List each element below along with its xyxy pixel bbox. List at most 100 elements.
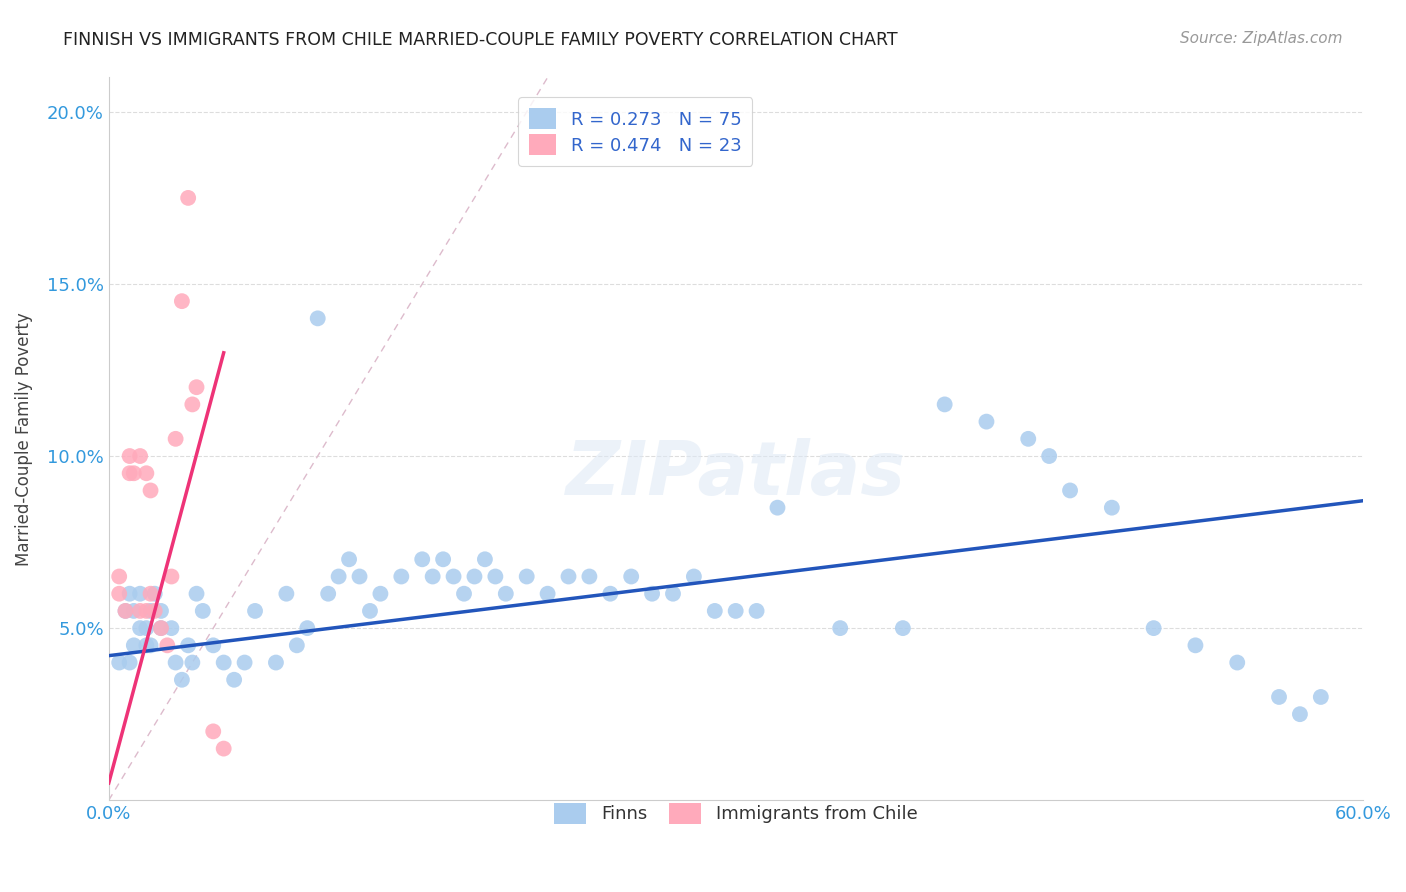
Point xyxy=(422,569,444,583)
Point xyxy=(976,415,998,429)
Point xyxy=(276,587,298,601)
Point xyxy=(186,380,208,394)
Point xyxy=(143,604,166,618)
Point xyxy=(135,638,157,652)
Point xyxy=(135,604,157,618)
Point xyxy=(139,638,162,652)
Point xyxy=(212,741,235,756)
Point xyxy=(1101,500,1123,515)
Point xyxy=(578,569,600,583)
Point xyxy=(122,638,145,652)
Point xyxy=(177,191,200,205)
Point xyxy=(830,621,852,635)
Point xyxy=(118,587,141,601)
Point xyxy=(122,604,145,618)
Point xyxy=(474,552,496,566)
Point xyxy=(389,569,412,583)
Point xyxy=(160,569,183,583)
Point xyxy=(641,587,664,601)
Point xyxy=(370,587,392,601)
Point xyxy=(186,587,208,601)
Point xyxy=(135,467,157,481)
Point xyxy=(337,552,360,566)
Point xyxy=(285,638,308,652)
Point xyxy=(1038,449,1060,463)
Point xyxy=(516,569,538,583)
Point xyxy=(328,569,350,583)
Point xyxy=(202,638,225,652)
Point xyxy=(1059,483,1081,498)
Point xyxy=(443,569,465,583)
Point xyxy=(233,656,256,670)
Point xyxy=(484,569,506,583)
Point xyxy=(191,604,214,618)
Point xyxy=(599,587,621,601)
Point xyxy=(143,587,166,601)
Point xyxy=(108,587,131,601)
Point xyxy=(934,397,956,411)
Text: Source: ZipAtlas.com: Source: ZipAtlas.com xyxy=(1180,31,1343,46)
Point xyxy=(108,656,131,670)
Text: FINNISH VS IMMIGRANTS FROM CHILE MARRIED-COUPLE FAMILY POVERTY CORRELATION CHART: FINNISH VS IMMIGRANTS FROM CHILE MARRIED… xyxy=(63,31,898,49)
Point xyxy=(118,449,141,463)
Point xyxy=(129,604,152,618)
Point xyxy=(745,604,768,618)
Point xyxy=(156,638,179,652)
Point xyxy=(170,673,193,687)
Point xyxy=(297,621,319,635)
Point xyxy=(620,569,643,583)
Point xyxy=(139,604,162,618)
Point xyxy=(1226,656,1249,670)
Point xyxy=(359,604,381,618)
Point xyxy=(165,656,187,670)
Point xyxy=(432,552,454,566)
Point xyxy=(181,656,204,670)
Point xyxy=(150,621,173,635)
Point xyxy=(495,587,517,601)
Point xyxy=(181,397,204,411)
Point xyxy=(1184,638,1206,652)
Point xyxy=(1143,621,1166,635)
Y-axis label: Married-Couple Family Poverty: Married-Couple Family Poverty xyxy=(15,312,32,566)
Point xyxy=(703,604,725,618)
Point xyxy=(160,621,183,635)
Point xyxy=(683,569,706,583)
Point xyxy=(129,621,152,635)
Point xyxy=(114,604,136,618)
Point xyxy=(212,656,235,670)
Point xyxy=(891,621,914,635)
Point xyxy=(536,587,558,601)
Point xyxy=(1289,707,1312,722)
Point xyxy=(129,587,152,601)
Point xyxy=(1268,690,1291,704)
Point xyxy=(139,587,162,601)
Point xyxy=(114,604,136,618)
Point xyxy=(243,604,266,618)
Point xyxy=(349,569,371,583)
Point xyxy=(1017,432,1039,446)
Point xyxy=(170,294,193,309)
Point xyxy=(118,656,141,670)
Point xyxy=(118,467,141,481)
Text: ZIPatlas: ZIPatlas xyxy=(565,439,905,511)
Point xyxy=(453,587,475,601)
Point xyxy=(307,311,329,326)
Point xyxy=(724,604,747,618)
Point xyxy=(316,587,339,601)
Legend: Finns, Immigrants from Chile: Finns, Immigrants from Chile xyxy=(543,792,928,835)
Point xyxy=(129,449,152,463)
Point xyxy=(135,621,157,635)
Point xyxy=(463,569,485,583)
Point xyxy=(1309,690,1331,704)
Point xyxy=(150,604,173,618)
Point xyxy=(224,673,246,687)
Point xyxy=(177,638,200,652)
Point xyxy=(122,467,145,481)
Point xyxy=(766,500,789,515)
Point xyxy=(264,656,287,670)
Point xyxy=(150,621,173,635)
Point xyxy=(411,552,433,566)
Point xyxy=(139,483,162,498)
Point xyxy=(557,569,579,583)
Point xyxy=(165,432,187,446)
